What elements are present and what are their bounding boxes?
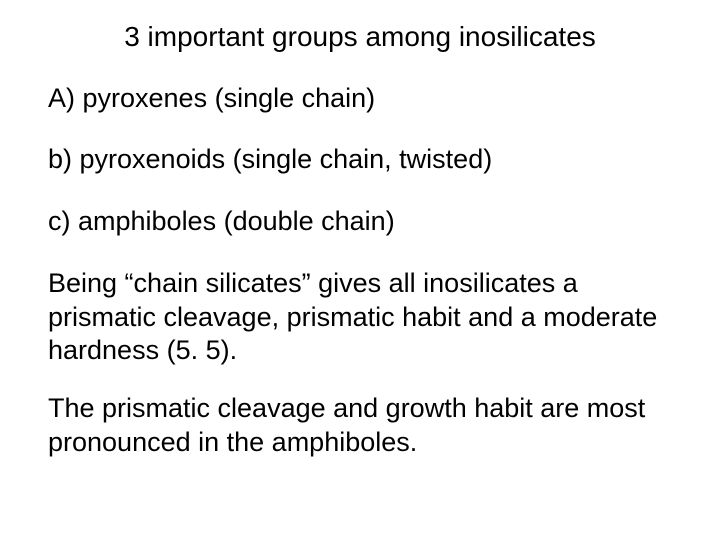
body-paragraph-2: The prismatic cleavage and growth habit … (48, 392, 672, 460)
body-line-b: b) pyroxenoids (single chain, twisted) (48, 143, 672, 177)
slide-title: 3 important groups among inosilicates (48, 20, 672, 54)
slide: 3 important groups among inosilicates A)… (0, 0, 720, 540)
body-line-a: A) pyroxenes (single chain) (48, 82, 672, 116)
body-paragraph-1: Being “chain silicates” gives all inosil… (48, 267, 672, 368)
body-line-c: c) amphiboles (double chain) (48, 205, 672, 239)
